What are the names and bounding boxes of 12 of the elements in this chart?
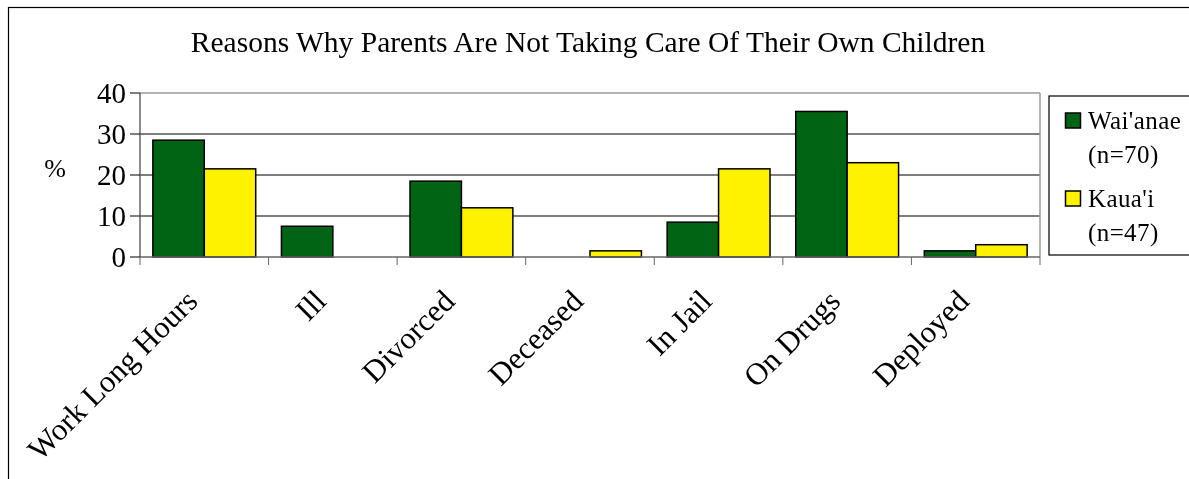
y-tick-label: 0: [111, 241, 126, 273]
legend-label: Wai'anae (n=70): [1088, 106, 1182, 169]
chart-title: Reasons Why Parents Are Not Taking Care Of Their Own Children: [190, 26, 986, 58]
x-tick-label: In Jail: [639, 283, 719, 363]
y-tick-label: 20: [97, 159, 126, 191]
bar: [280, 225, 334, 258]
legend-label: Kaua'i (n=47): [1088, 184, 1159, 247]
x-tick-label: Ill: [288, 283, 333, 328]
y-tick-label: 10: [97, 200, 126, 232]
y-tick-label: 30: [97, 118, 126, 150]
y-tick-label: 40: [97, 77, 126, 109]
y-axis-title: %: [44, 153, 66, 183]
